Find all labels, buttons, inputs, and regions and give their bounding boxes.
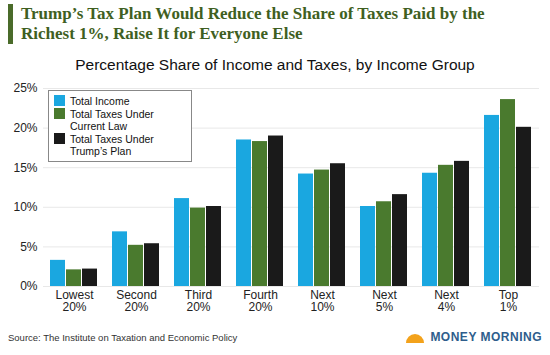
svg-text:0%: 0% bbox=[20, 279, 38, 293]
html-text:Trump’s Tax Plan Would Reduce: Trump’s Tax Plan Would Reduce the Share … bbox=[21, 4, 485, 43]
svg-text:10%: 10% bbox=[13, 200, 37, 214]
svg-text:25%: 25% bbox=[13, 81, 37, 95]
html-text:Percentage Share of Income and: Percentage Share of Income and Taxes, by… bbox=[75, 56, 475, 73]
svg-text:5%: 5% bbox=[20, 240, 38, 254]
html-text:MONEY MORNING: MONEY MORNING bbox=[430, 330, 542, 344]
svg-text:Lowest20%: Lowest20% bbox=[55, 288, 94, 314]
html-text:Total Taxes Under Trump’s Plan: Total Taxes Under Trump’s Plan bbox=[70, 133, 154, 157]
svg-text:Next10%: Next10% bbox=[310, 288, 335, 314]
svg-text:Second20%: Second20% bbox=[116, 288, 157, 314]
svg-text:20%: 20% bbox=[13, 121, 37, 135]
svg-text:Third20%: Third20% bbox=[185, 288, 212, 314]
svg-text:Fourth20%: Fourth20% bbox=[243, 288, 278, 314]
svg-text:Next5%: Next5% bbox=[372, 288, 397, 314]
svg-text:15%: 15% bbox=[13, 161, 37, 175]
svg-text:Next4%: Next4% bbox=[434, 288, 459, 314]
html-text:Total Taxes Under Current Law: Total Taxes Under Current Law bbox=[70, 108, 154, 132]
svg-text:Top1%: Top1% bbox=[499, 288, 519, 314]
html-text:Source: The Institute on Taxat: Source: The Institute on Taxation and Ec… bbox=[8, 331, 238, 343]
html-text:Total Income: Total Income bbox=[70, 95, 130, 107]
